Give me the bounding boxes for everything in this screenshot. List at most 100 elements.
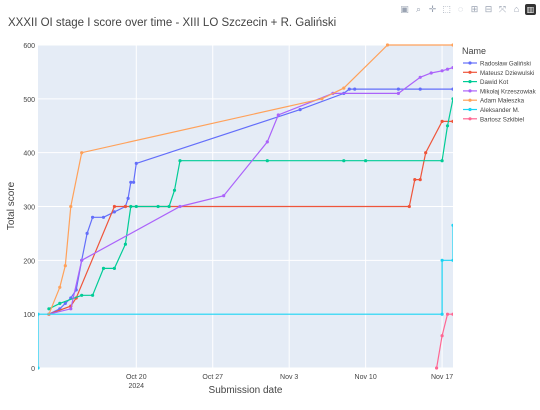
data-point[interactable] xyxy=(342,86,346,90)
data-point[interactable] xyxy=(123,204,127,209)
data-point[interactable] xyxy=(440,119,444,123)
data-point[interactable] xyxy=(451,119,454,123)
data-point[interactable] xyxy=(58,301,62,305)
data-point[interactable] xyxy=(298,108,302,112)
reset-axes-icon[interactable]: ⌂ xyxy=(513,4,520,14)
data-point[interactable] xyxy=(364,159,368,163)
legend-label: Mikołaj Krzeszowiak xyxy=(480,88,537,95)
y-tick-label: 400 xyxy=(23,151,35,158)
legend-marker xyxy=(468,89,472,93)
data-point[interactable] xyxy=(178,204,182,209)
data-point[interactable] xyxy=(80,293,84,297)
data-point[interactable] xyxy=(429,71,433,75)
data-point[interactable] xyxy=(342,159,346,163)
series-layer xyxy=(36,43,454,370)
data-point[interactable] xyxy=(178,159,182,163)
data-point[interactable] xyxy=(129,204,133,209)
data-point[interactable] xyxy=(91,293,95,297)
data-point[interactable] xyxy=(172,188,177,192)
data-point[interactable] xyxy=(440,334,444,338)
data-point[interactable] xyxy=(396,91,400,95)
data-point[interactable] xyxy=(451,97,454,101)
autoscale-icon[interactable]: ⤧ xyxy=(498,4,507,14)
modebar: ▣ ⌕ ✛ ⬚ ◌ ⊞ ⊟ ⤧ ⌂ ▥ xyxy=(399,4,536,18)
data-point[interactable] xyxy=(451,258,454,262)
data-point[interactable] xyxy=(80,151,84,155)
data-point[interactable] xyxy=(440,258,444,262)
zoom-out-icon[interactable]: ⊟ xyxy=(484,4,493,14)
data-point[interactable] xyxy=(47,307,51,311)
data-point[interactable] xyxy=(385,43,390,47)
legend-label: Mateusz Dziewulski xyxy=(480,70,534,77)
chart-title: XXXII OI stage I score over time - XIII … xyxy=(8,17,336,29)
lasso-icon[interactable]: ◌ xyxy=(457,4,464,14)
legend-item[interactable]: Aleksander M. xyxy=(463,107,520,114)
data-point[interactable] xyxy=(413,178,417,182)
data-point[interactable] xyxy=(451,312,454,316)
legend-item[interactable]: Radosław Galiński xyxy=(463,61,531,68)
data-point[interactable] xyxy=(418,75,422,79)
legend-marker xyxy=(468,98,472,102)
data-point[interactable] xyxy=(396,87,400,91)
data-point[interactable] xyxy=(156,204,160,209)
data-point[interactable] xyxy=(134,204,138,209)
data-point[interactable] xyxy=(85,231,89,235)
data-point[interactable] xyxy=(134,161,138,165)
data-point[interactable] xyxy=(440,159,444,163)
data-point[interactable] xyxy=(418,178,422,182)
axis-ticks: 0 100 200 300 400 500 600 Oct 20 2024 Oct 27 Nov 3… xyxy=(23,43,453,390)
data-point[interactable] xyxy=(126,196,130,200)
y-tick-label: 200 xyxy=(23,258,35,265)
legend-label: Radosław Galiński xyxy=(480,61,531,68)
data-point[interactable] xyxy=(112,266,116,270)
data-point[interactable] xyxy=(101,215,106,219)
zoom-in-icon[interactable]: ⊞ xyxy=(470,4,479,14)
data-point[interactable] xyxy=(353,87,357,91)
data-point[interactable] xyxy=(445,312,450,316)
data-point[interactable] xyxy=(112,204,116,209)
legend-item[interactable]: Mikołaj Krzeszowiak xyxy=(463,88,537,95)
data-point[interactable] xyxy=(265,140,269,144)
data-point[interactable] xyxy=(36,366,40,370)
data-point[interactable] xyxy=(167,204,171,209)
data-point[interactable] xyxy=(123,242,127,246)
data-point[interactable] xyxy=(101,266,106,270)
pan-icon[interactable]: ✛ xyxy=(428,4,437,14)
data-point[interactable] xyxy=(424,151,428,155)
data-point[interactable] xyxy=(222,194,226,198)
data-point[interactable] xyxy=(112,210,116,214)
camera-icon[interactable]: ▣ xyxy=(400,4,409,14)
legend-item[interactable]: Adam Małeszka xyxy=(463,98,525,105)
data-point[interactable] xyxy=(36,312,40,316)
data-point[interactable] xyxy=(63,301,67,305)
data-point[interactable] xyxy=(276,113,280,117)
data-point[interactable] xyxy=(445,124,450,128)
data-point[interactable] xyxy=(451,87,454,91)
data-point[interactable] xyxy=(58,285,62,289)
data-point[interactable] xyxy=(418,87,422,91)
data-point[interactable] xyxy=(91,215,95,219)
data-point[interactable] xyxy=(445,67,450,71)
data-point[interactable] xyxy=(265,159,269,163)
data-point[interactable] xyxy=(69,204,73,209)
data-point[interactable] xyxy=(451,43,454,47)
data-point[interactable] xyxy=(407,204,411,209)
data-point[interactable] xyxy=(451,66,454,70)
data-point[interactable] xyxy=(440,69,444,73)
data-point[interactable] xyxy=(347,87,351,91)
data-point[interactable] xyxy=(440,312,444,316)
legend-item[interactable]: Bartosz Szkibiel xyxy=(463,116,524,123)
zoom-icon[interactable]: ⌕ xyxy=(415,4,422,14)
data-point[interactable] xyxy=(320,97,324,101)
data-point[interactable] xyxy=(80,258,84,262)
legend-item[interactable]: Dawid Kot xyxy=(463,79,508,86)
data-point[interactable] xyxy=(435,366,439,370)
legend-item[interactable]: Mateusz Dziewulski xyxy=(463,70,534,77)
data-point[interactable] xyxy=(451,223,454,227)
data-point[interactable] xyxy=(132,180,136,184)
data-point[interactable] xyxy=(129,180,133,184)
legend-label: Aleksander M. xyxy=(480,107,520,114)
data-point[interactable] xyxy=(69,307,73,311)
box-select-icon[interactable]: ⬚ xyxy=(442,4,451,14)
data-point[interactable] xyxy=(63,264,67,268)
